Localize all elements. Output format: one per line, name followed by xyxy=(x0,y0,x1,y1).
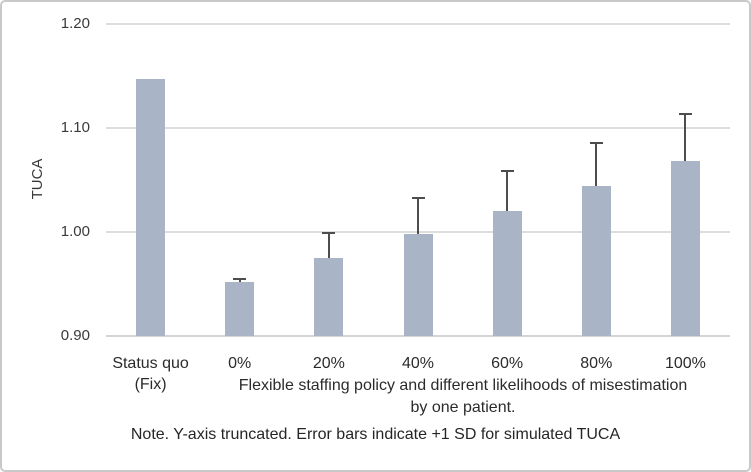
x-category-label-line: 80% xyxy=(580,355,613,372)
x-category-label-line: 40% xyxy=(401,355,435,372)
error-bar-cap-20% xyxy=(322,232,336,235)
bar-80% xyxy=(581,186,611,336)
error-bar-whisker-20% xyxy=(327,233,330,258)
x-category-label-line: (Fix) xyxy=(134,376,167,393)
note-text: Note. Y-axis truncated. Error bars indic… xyxy=(130,426,621,443)
x-category-label-0%: 0% xyxy=(180,353,300,374)
x-category-label-line: Status quo xyxy=(112,355,189,372)
bar-100% xyxy=(670,161,700,336)
error-bar-whisker-0% xyxy=(238,278,241,282)
gridline-0.90 xyxy=(106,335,730,337)
error-bar-cap-100% xyxy=(678,113,692,116)
bar-60% xyxy=(492,211,522,336)
x-axis-title: Flexible staffing policy and different l… xyxy=(163,375,751,418)
y-tick-label-1.00: 1.00 xyxy=(60,223,90,240)
x-axis-title-line-1: Flexible staffing policy and different l… xyxy=(238,377,688,394)
y-axis-title: TUCA xyxy=(29,158,46,200)
x-category-label-line: 0% xyxy=(228,355,252,372)
error-bar-whisker-100% xyxy=(684,114,687,162)
y-tick-label-0.90: 0.90 xyxy=(60,327,90,344)
x-category-label-100%: 100% xyxy=(625,353,745,374)
plot-area xyxy=(106,23,730,337)
gridline-1.10 xyxy=(106,127,730,129)
gridline-1.20 xyxy=(106,23,730,25)
y-tick-label-1.10: 1.10 xyxy=(60,119,90,136)
bar-0% xyxy=(225,281,255,336)
y-tick-label-1.20: 1.20 xyxy=(60,15,90,32)
x-category-label-line: 60% xyxy=(491,355,524,372)
error-bar-whisker-80% xyxy=(595,142,598,187)
bar-20% xyxy=(314,258,344,336)
x-category-label-60%: 60% xyxy=(447,353,567,374)
x-category-label-line: 20% xyxy=(312,355,345,372)
error-bar-cap-40% xyxy=(411,196,425,199)
bar-status-quo-fix xyxy=(136,79,166,336)
x-category-label-80%: 80% xyxy=(536,353,656,374)
x-axis-title-line-2: by one patient. xyxy=(410,398,516,416)
error-bar-cap-80% xyxy=(589,141,603,144)
x-category-label-20%: 20% xyxy=(269,353,389,374)
error-bar-whisker-60% xyxy=(506,170,509,212)
error-bar-whisker-40% xyxy=(417,197,419,235)
x-category-label-40%: 40% xyxy=(358,353,478,374)
bar-40% xyxy=(403,234,433,336)
error-bar-cap-0% xyxy=(233,277,247,280)
x-category-label-line: 100% xyxy=(664,355,706,372)
x-category-label-status-quo-fix: Status quo (Fix) xyxy=(91,353,211,395)
error-bar-cap-60% xyxy=(500,169,514,172)
